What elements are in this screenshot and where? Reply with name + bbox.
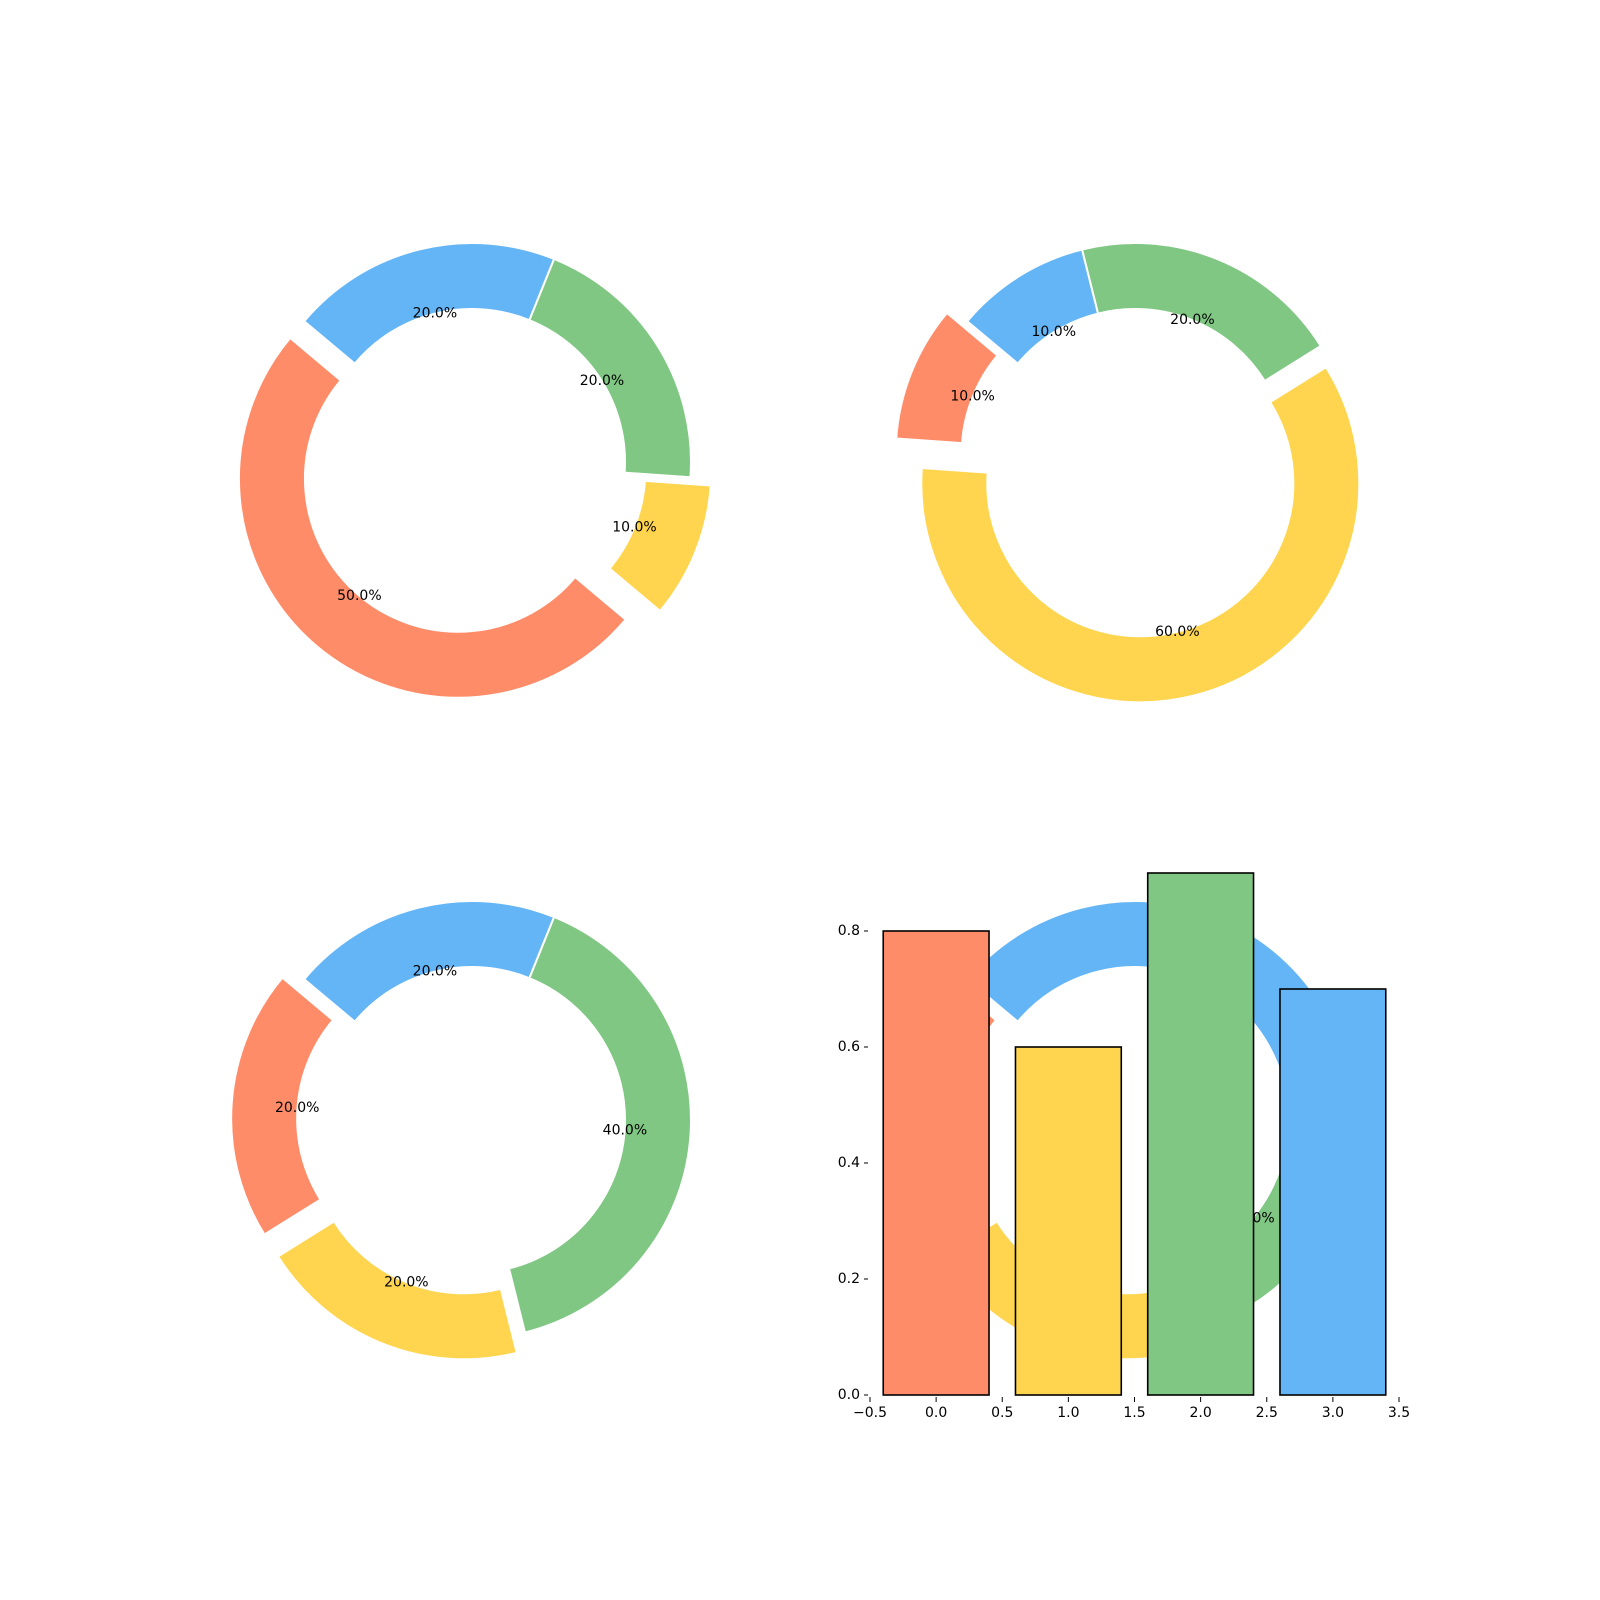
x-tick-label: 0.5	[991, 1405, 1013, 1421]
y-tick-label: 0.2	[838, 1271, 860, 1287]
donut-slice	[920, 365, 1361, 704]
donut-slice	[965, 248, 1100, 366]
x-tick-label: 2.5	[1256, 1405, 1278, 1421]
x-tick-label: 3.5	[1388, 1405, 1410, 1421]
donut-slice-label: 40.0%	[603, 1123, 647, 1139]
x-tick-label: 2.0	[1189, 1405, 1211, 1421]
donut-slice	[608, 479, 712, 613]
x-tick-label: 0.0	[925, 1405, 947, 1421]
donut-slice-label: 20.0%	[275, 1100, 319, 1116]
x-tick-label: 3.0	[1322, 1405, 1344, 1421]
y-tick-label: 0.0	[838, 1387, 860, 1403]
donut-slice	[276, 1220, 518, 1361]
donut-slice-label: 10.0%	[612, 520, 656, 536]
donut-slice	[507, 915, 692, 1334]
y-tick-label: 0.6	[838, 1039, 860, 1055]
bar	[1146, 872, 1255, 1396]
y-tick-label: 0.8	[838, 923, 860, 939]
donut-chart-bottom-left: 20.0% 20.0% 40.0% 20.0%	[230, 900, 692, 1361]
donut-slice-label: 20.0%	[580, 373, 624, 389]
x-tick-label: 1.5	[1123, 1405, 1145, 1421]
x-tick-label: −0.5	[853, 1405, 887, 1421]
bar	[1279, 988, 1387, 1396]
donut-slice-label: 60.0%	[1155, 624, 1199, 640]
donut-slice-label: 50.0%	[337, 588, 381, 604]
y-tick-label: 0.4	[838, 1155, 860, 1171]
bar	[1014, 1046, 1123, 1396]
bar-chart: 0.0 0.2 0.4 0.6 0.8 −0.5 0.0 0.5 1.0 1.5 2.0 2.5 3.0…	[838, 872, 1410, 1421]
bar	[882, 930, 990, 1396]
donut-slice-label: 20.0%	[413, 305, 457, 321]
donut-slice-label: 10.0%	[1032, 324, 1076, 340]
donut-slice-label: 20.0%	[413, 963, 457, 979]
donut-slice-label: 10.0%	[950, 388, 994, 404]
donut-chart-top-left: 50.0% 10.0% 20.0% 20.0%	[237, 242, 712, 699]
donut-chart-top-right: 10.0% 60.0% 20.0% 10.0%	[895, 242, 1361, 704]
donut-slice-label: 20.0%	[1170, 312, 1214, 328]
x-tick-label: 1.0	[1057, 1405, 1079, 1421]
donut-slice	[302, 900, 556, 1024]
donut-slice	[230, 976, 335, 1236]
donut-slice	[302, 242, 556, 366]
donut-slice	[895, 311, 999, 445]
donut-slice-label: 20.0%	[384, 1274, 428, 1290]
donut-slice	[237, 336, 628, 699]
